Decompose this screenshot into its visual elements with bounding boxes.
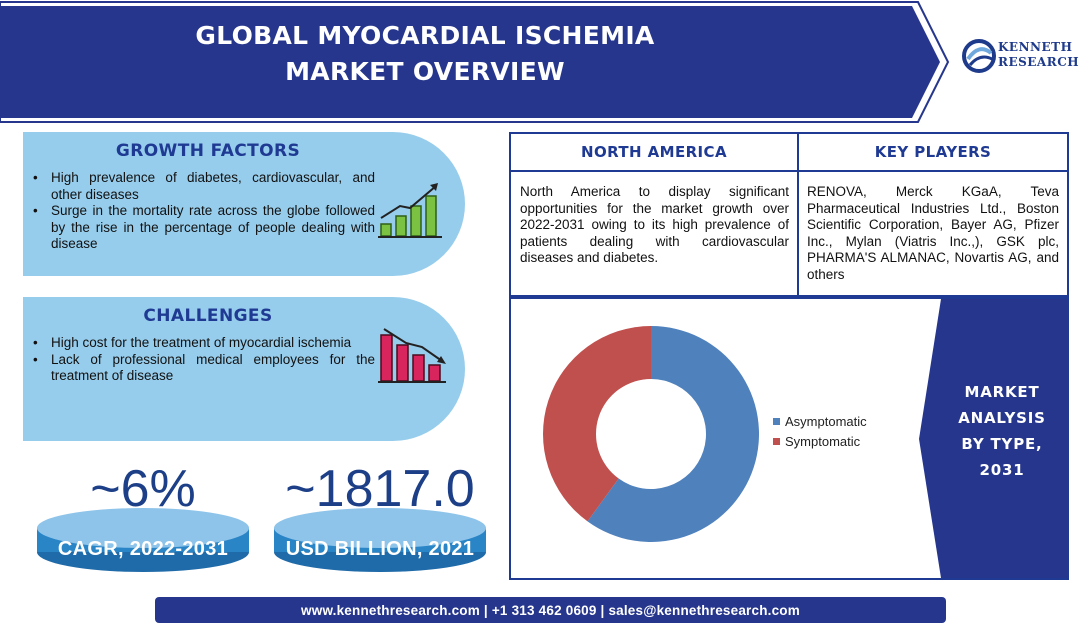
info-table: NORTH AMERICA North America to display s… [509,132,1069,297]
north-america-heading: NORTH AMERICA [511,134,797,172]
challenges-list: High cost for the treatment of myocardia… [33,335,375,385]
list-item: Lack of professional medical employees f… [33,352,375,385]
list-item: High cost for the treatment of myocardia… [33,335,375,352]
market-size-disc [274,508,486,572]
growth-factors-panel: GROWTH FACTORS High prevalence of diabet… [23,132,465,276]
market-size-stat: ~1817.0 USD BILLION, 2021 [270,460,490,575]
kenneth-research-logo[interactable]: KENNETH RESEARCH [958,36,1080,78]
growth-factors-heading: GROWTH FACTORS [115,141,301,161]
market-size-value: ~1817.0 [285,460,475,518]
market-size-label: USD BILLION, 2021 [285,538,475,560]
key-players-text: RENOVA, Merck KGaA, Teva Pharmaceutical … [807,184,1059,282]
footer-contact-bar[interactable]: www.kennethresearch.com | +1 313 462 060… [155,597,946,623]
list-item: High prevalence of diabetes, cardiovascu… [33,170,375,203]
cagr-value: ~6% [90,460,196,518]
header-banner: GLOBAL MYOCARDIAL ISCHEMIA MARKET OVERVI… [0,0,1080,125]
chart-caption-line: ANALYSIS [958,409,1046,427]
chart-caption-line: BY TYPE, [961,435,1043,453]
chart-caption-line: 2031 [979,461,1025,479]
donut-chart [543,299,1067,578]
legend-item-symptomatic: Symptomatic [773,431,867,451]
north-america-text: North America to display significant opp… [520,184,789,265]
title-line-1: GLOBAL MYOCARDIAL ISCHEMIA [195,21,655,50]
challenges-panel: CHALLENGES High cost for the treatment o… [23,297,465,441]
rising-bar-chart-icon [378,183,442,238]
logo-line-2: RESEARCH [998,55,1080,69]
chart-legend: Asymptomatic Symptomatic [773,411,867,451]
cagr-label: CAGR, 2022-2031 [57,538,229,560]
chart-caption-line: MARKET [964,383,1040,401]
market-analysis-chart-panel: Asymptomatic Symptomatic MARKET ANALYSIS… [509,297,1069,580]
cagr-disc [37,508,249,572]
falling-bar-chart-icon [378,328,446,383]
legend-label: Asymptomatic [785,413,867,429]
title-line-2: MARKET OVERVIEW [285,57,565,86]
north-america-column: NORTH AMERICA North America to display s… [511,134,799,295]
legend-item-asymptomatic: Asymptomatic [773,411,867,431]
chart-caption: MARKET ANALYSIS BY TYPE, 2031 [943,379,1061,483]
key-players-column: KEY PLAYERS RENOVA, Merck KGaA, Teva Pha… [799,134,1067,295]
banner-arrow-shape [0,0,950,123]
chart-caption-arrow [919,299,1067,578]
legend-label: Symptomatic [785,433,861,449]
list-item: Surge in the mortality rate across the g… [33,203,375,253]
logo-line-1: KENNETH [998,40,1073,54]
challenges-heading: CHALLENGES [143,306,273,326]
page-title: GLOBAL MYOCARDIAL ISCHEMIA MARKET OVERVI… [100,18,750,90]
growth-factors-list: High prevalence of diabetes, cardiovascu… [33,170,375,253]
key-players-heading: KEY PLAYERS [799,134,1067,172]
donut-slice-asymptomatic [587,326,759,542]
legend-swatch [773,417,780,425]
kenneth-research-logo-icon [962,39,996,73]
cagr-stat: ~6% CAGR, 2022-2031 [33,460,253,575]
donut-slice-symptomatic [543,326,651,522]
legend-swatch [773,437,780,445]
